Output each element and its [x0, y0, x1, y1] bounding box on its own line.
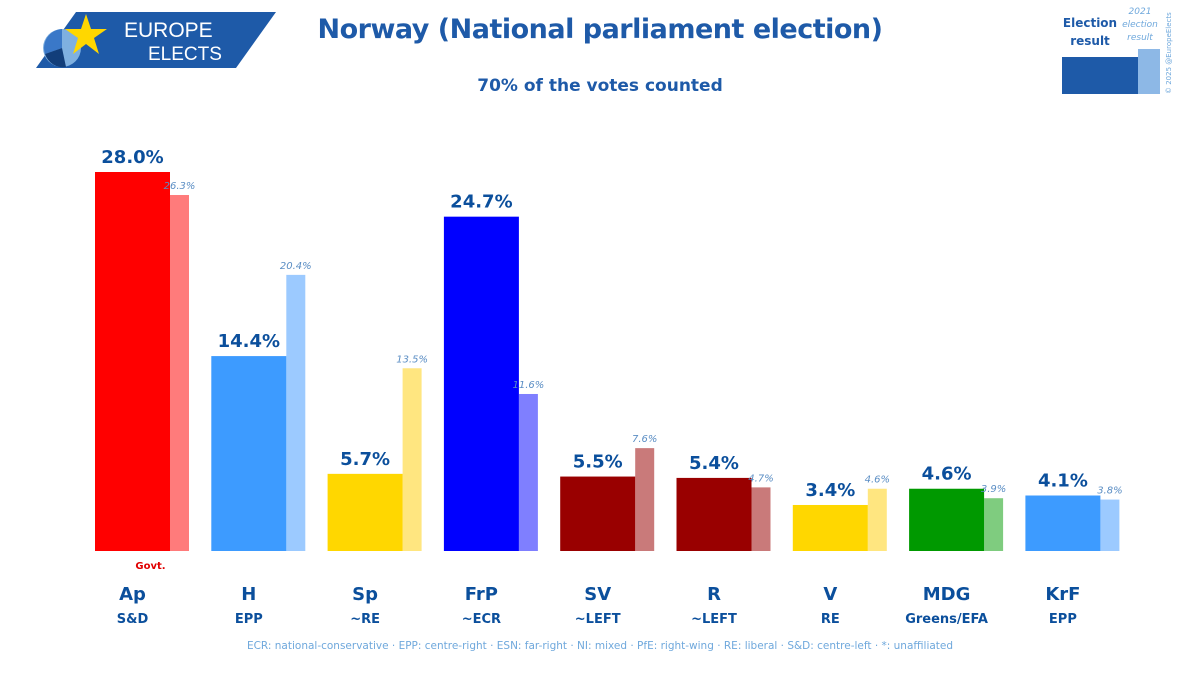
group-label: EPP: [1049, 612, 1077, 627]
bar-previous-frp: [518, 393, 538, 551]
data-label-current: 4.6%: [922, 464, 972, 485]
party-label: FrP: [465, 584, 498, 605]
copyright-text: © 2025 @EuropeElects: [1165, 12, 1173, 94]
data-label-current: 3.4%: [805, 480, 855, 501]
party-label: V: [823, 584, 837, 605]
bar-current-krf: [1025, 495, 1101, 551]
party-label: H: [241, 584, 256, 605]
party-label: Sp: [352, 584, 378, 605]
bar-previous-r: [751, 487, 771, 551]
data-label-previous: 4.7%: [748, 473, 773, 484]
bar-previous-sp: [402, 368, 422, 551]
data-label-current: 28.0%: [101, 147, 163, 168]
legend-current-label-2: result: [1070, 34, 1110, 48]
legend-current-swatch: [1062, 57, 1138, 94]
group-label: ~ECR: [462, 612, 501, 627]
chart-subtitle: 70% of the votes counted: [477, 76, 723, 96]
government-marker: Govt.: [135, 561, 165, 572]
legend-current-label-1: Election: [1063, 16, 1117, 30]
bar-current-r: [676, 477, 752, 551]
logo-star-icon: [65, 14, 107, 54]
group-label: Greens/EFA: [905, 612, 988, 627]
party-label: SV: [584, 584, 611, 605]
legend-previous-label-1: 2021: [1129, 7, 1152, 17]
chart-title: Norway (National parliament election): [317, 14, 883, 45]
bar-current-frp: [443, 216, 519, 552]
logo-text-elects: ELECTS: [148, 44, 222, 65]
logo-banner: [36, 12, 276, 68]
group-label: ~LEFT: [575, 612, 621, 627]
data-label-previous: 13.5%: [396, 354, 428, 365]
data-label-current: 5.4%: [689, 453, 739, 474]
bar-previous-h: [286, 274, 306, 551]
group-label: ~RE: [350, 612, 380, 627]
bar-previous-v: [867, 488, 887, 551]
bar-previous-ap: [170, 195, 189, 551]
data-label-current: 5.5%: [573, 452, 623, 473]
party-label: Ap: [119, 584, 146, 605]
logo-text-europe: EUROPE: [124, 19, 213, 42]
data-label-previous: 20.4%: [280, 261, 312, 272]
data-label-current: 24.7%: [450, 192, 512, 213]
bar-previous-sv: [635, 448, 655, 551]
data-label-previous: 4.6%: [865, 475, 890, 486]
footer-legend-text: ECR: national-conservative · EPP: centre…: [246, 640, 954, 652]
bar-current-ap: [95, 172, 170, 551]
europe-elects-logo: EUROPE ELECTS: [36, 12, 276, 68]
group-label: ~LEFT: [691, 612, 737, 627]
data-label-current: 5.7%: [340, 449, 390, 470]
data-label-current: 14.4%: [218, 331, 280, 352]
legend-previous-label-2: election: [1122, 20, 1158, 30]
party-label: KrF: [1045, 584, 1080, 605]
group-label: EPP: [235, 612, 263, 627]
bar-current-v: [792, 504, 868, 551]
logo-globe-segment: [45, 48, 66, 68]
logo-globe-segment: [44, 29, 62, 54]
party-label: MDG: [923, 584, 971, 605]
bar-current-sp: [327, 473, 403, 551]
data-label-previous: 11.6%: [513, 380, 545, 391]
party-label: R: [707, 584, 721, 605]
data-label-previous: 3.9%: [981, 484, 1006, 495]
legend: Election result 2021 election result © 2…: [1062, 7, 1173, 94]
data-label-previous: 3.8%: [1097, 486, 1122, 497]
data-label-current: 4.1%: [1038, 471, 1088, 492]
bar-current-sv: [560, 476, 636, 551]
legend-previous-swatch: [1138, 49, 1160, 94]
bar-current-h: [211, 356, 287, 551]
legend-previous-label-3: result: [1127, 33, 1153, 43]
group-label: S&D: [117, 612, 149, 627]
group-label: RE: [821, 612, 840, 627]
bar-current-mdg: [909, 488, 985, 551]
data-label-previous: 7.6%: [632, 434, 657, 445]
bar-previous-krf: [1100, 499, 1120, 551]
data-label-previous: 26.3%: [164, 181, 196, 192]
bar-previous-mdg: [984, 498, 1004, 551]
